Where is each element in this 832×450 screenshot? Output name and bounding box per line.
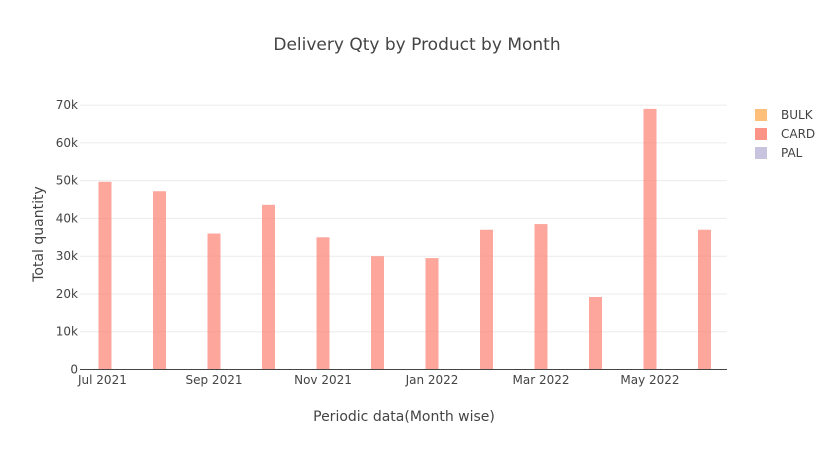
legend-swatch bbox=[755, 109, 767, 121]
legend-item-card[interactable]: CARD bbox=[755, 127, 815, 141]
bar-card-2021-09[interactable] bbox=[207, 233, 221, 370]
y-tick-label: 60k bbox=[56, 136, 78, 150]
bar-card-2022-05[interactable] bbox=[643, 108, 657, 370]
legend[interactable]: BULK CARD PAL bbox=[755, 108, 815, 160]
bar-card-2021-12[interactable] bbox=[371, 256, 384, 370]
x-axis-label: Periodic data(Month wise) bbox=[313, 409, 495, 425]
grid-lines bbox=[80, 104, 727, 333]
chart-title: Delivery Qty by Product by Month bbox=[273, 35, 560, 55]
legend-label: CARD bbox=[781, 127, 815, 141]
legend-swatch bbox=[755, 128, 767, 140]
bar-card-2021-11[interactable] bbox=[316, 237, 330, 370]
bar-card-2022-06[interactable] bbox=[698, 229, 711, 370]
bars bbox=[98, 108, 711, 370]
y-tick-label: 0 bbox=[70, 363, 78, 377]
y-tick-label: 20k bbox=[56, 287, 78, 301]
bar-card-2022-04[interactable] bbox=[589, 296, 602, 370]
bar-card-2021-10[interactable] bbox=[262, 204, 275, 370]
y-tick-label: 70k bbox=[56, 98, 78, 112]
x-tick-label: Jul 2021 bbox=[77, 373, 127, 387]
x-tick-label: Mar 2022 bbox=[513, 373, 570, 387]
bar-card-2021-07[interactable] bbox=[98, 181, 112, 370]
legend-swatch bbox=[755, 147, 767, 159]
bar-card-2022-02[interactable] bbox=[480, 229, 493, 370]
bar-card-2022-01[interactable] bbox=[425, 258, 439, 370]
y-axis-label: Total quantity bbox=[31, 186, 47, 283]
y-tick-label: 40k bbox=[56, 211, 78, 225]
x-tick-label: Sep 2021 bbox=[186, 373, 243, 387]
y-tick-label: 10k bbox=[56, 325, 78, 339]
legend-item-bulk[interactable]: BULK bbox=[755, 108, 814, 122]
x-tick-label: Jan 2022 bbox=[405, 373, 459, 387]
x-tick-label: May 2022 bbox=[620, 373, 679, 387]
bar-card-2021-08[interactable] bbox=[153, 191, 166, 370]
y-tick-label: 50k bbox=[56, 174, 78, 188]
x-tick-label: Nov 2021 bbox=[294, 373, 352, 387]
y-tick-label: 30k bbox=[56, 249, 78, 263]
y-axis-ticks: 0 10k 20k 30k 40k 50k 60k 70k bbox=[56, 98, 78, 376]
x-axis-ticks: Jul 2021 Sep 2021 Nov 2021 Jan 2022 Mar 2022… bbox=[77, 373, 680, 387]
legend-item-pal[interactable]: PAL bbox=[755, 146, 803, 160]
bar-card-2022-03[interactable] bbox=[534, 224, 548, 370]
legend-label: PAL bbox=[781, 146, 803, 160]
legend-label: BULK bbox=[781, 108, 814, 122]
